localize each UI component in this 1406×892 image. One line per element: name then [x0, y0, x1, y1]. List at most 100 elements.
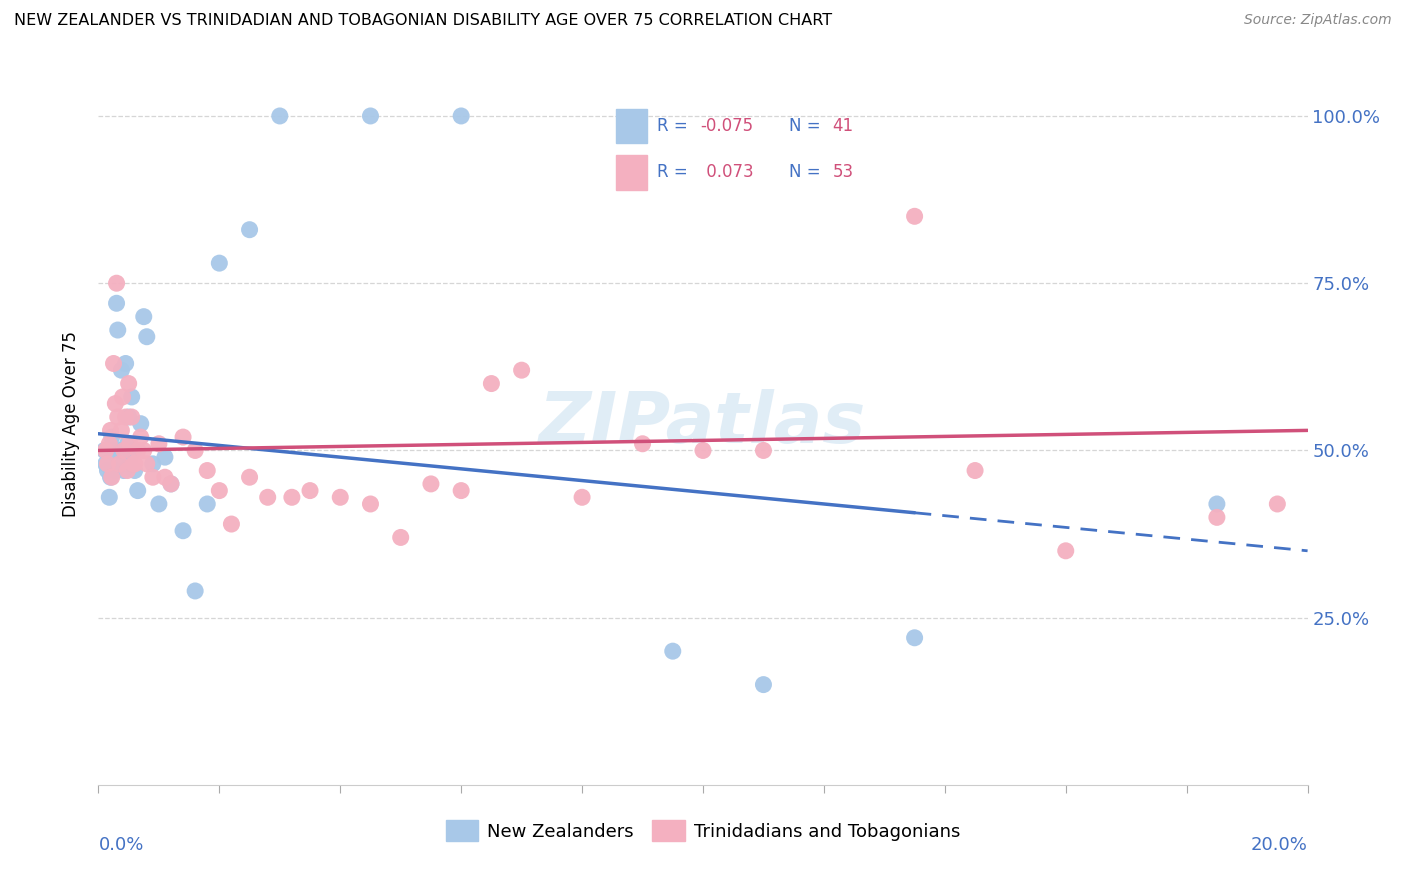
Point: [420, 476, 443, 491]
Legend: New Zealanders, Trinidadians and Tobagonians: New Zealanders, Trinidadians and Tobagon…: [439, 813, 967, 848]
Point: [148, 497, 170, 511]
Point: [121, 390, 143, 404]
Point: [104, 464, 127, 478]
Text: ZIPatlas: ZIPatlas: [540, 389, 866, 458]
Point: [450, 109, 472, 123]
Point: [135, 330, 157, 344]
Point: [93, 443, 115, 458]
Point: [105, 296, 128, 310]
Point: [114, 410, 136, 425]
Point: [112, 464, 135, 478]
Point: [129, 417, 152, 431]
Point: [94, 457, 117, 471]
Point: [195, 497, 218, 511]
Point: [135, 457, 157, 471]
Point: [103, 443, 125, 458]
Point: [239, 223, 262, 237]
Point: [256, 490, 278, 504]
Point: [752, 443, 775, 458]
Point: [111, 457, 134, 471]
Point: [208, 256, 231, 270]
Point: [100, 424, 122, 438]
Point: [239, 470, 262, 484]
Point: [450, 483, 472, 498]
Point: [329, 490, 352, 504]
Point: [172, 524, 194, 538]
Point: [153, 450, 176, 464]
Text: Source: ZipAtlas.com: Source: ZipAtlas.com: [1244, 13, 1392, 28]
Point: [100, 470, 122, 484]
Point: [1267, 497, 1289, 511]
Point: [510, 363, 533, 377]
Point: [904, 210, 927, 224]
Point: [118, 410, 141, 425]
Y-axis label: Disability Age Over 75: Disability Age Over 75: [62, 331, 80, 516]
Point: [132, 310, 155, 324]
Point: [184, 583, 207, 598]
Point: [98, 436, 121, 450]
Point: [122, 457, 145, 471]
Point: [142, 457, 165, 471]
Point: [111, 390, 134, 404]
Point: [142, 470, 165, 484]
Point: [127, 443, 149, 458]
Point: [148, 436, 170, 450]
Point: [108, 443, 131, 458]
Point: [360, 109, 382, 123]
Point: [118, 436, 141, 450]
Point: [127, 483, 149, 498]
Point: [184, 443, 207, 458]
Point: [124, 457, 146, 471]
Point: [100, 470, 122, 484]
Text: 20.0%: 20.0%: [1251, 836, 1308, 854]
Point: [965, 464, 987, 478]
Point: [124, 464, 146, 478]
Point: [103, 356, 125, 371]
Point: [269, 109, 291, 123]
Point: [107, 323, 129, 337]
Point: [100, 430, 122, 444]
Point: [112, 443, 135, 458]
Point: [107, 410, 129, 425]
Point: [98, 490, 121, 504]
Point: [631, 436, 654, 450]
Point: [110, 363, 132, 377]
Point: [114, 356, 136, 371]
Point: [121, 410, 143, 425]
Point: [208, 483, 231, 498]
Point: [105, 276, 128, 290]
Point: [661, 644, 683, 658]
Point: [132, 443, 155, 458]
Point: [160, 476, 183, 491]
Point: [118, 450, 141, 464]
Point: [360, 497, 382, 511]
Point: [108, 457, 131, 471]
Point: [96, 457, 118, 471]
Point: [1206, 510, 1229, 524]
Point: [195, 464, 218, 478]
Point: [221, 516, 243, 531]
Point: [129, 430, 152, 444]
Text: 0.0%: 0.0%: [98, 836, 143, 854]
Point: [96, 464, 118, 478]
Point: [1054, 543, 1077, 558]
Point: [752, 678, 775, 692]
Point: [904, 631, 927, 645]
Point: [389, 530, 412, 544]
Point: [117, 436, 139, 450]
Point: [481, 376, 503, 391]
Point: [692, 443, 714, 458]
Point: [299, 483, 322, 498]
Point: [1206, 497, 1229, 511]
Point: [122, 443, 145, 458]
Point: [160, 476, 183, 491]
Point: [153, 470, 176, 484]
Point: [281, 490, 304, 504]
Point: [110, 424, 132, 438]
Point: [571, 490, 593, 504]
Point: [172, 430, 194, 444]
Point: [118, 376, 141, 391]
Point: [94, 443, 117, 458]
Point: [117, 464, 139, 478]
Point: [104, 396, 127, 410]
